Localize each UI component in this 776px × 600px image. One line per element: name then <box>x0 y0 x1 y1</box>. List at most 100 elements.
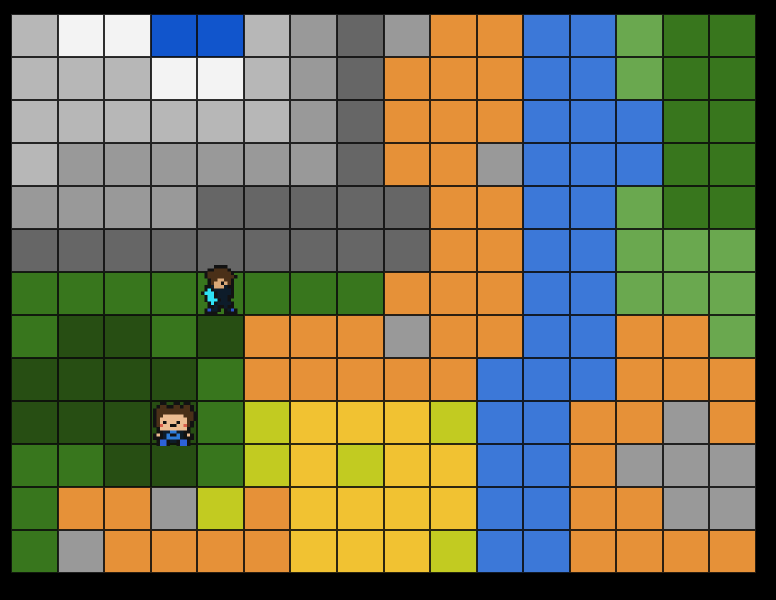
tile-dirt-r7c7[interactable] <box>336 315 384 358</box>
tile-dark-rock-r2c7[interactable] <box>336 100 384 143</box>
tile-rock-r2c6[interactable] <box>290 100 337 143</box>
tile-dirt-r1c8[interactable] <box>383 57 431 100</box>
tile-rock-r0c8[interactable] <box>383 14 431 57</box>
tile-rock-r7c8[interactable] <box>383 315 431 358</box>
tile-rock-r10c15[interactable] <box>709 444 756 487</box>
tile-dirt-r11c12[interactable] <box>569 487 617 530</box>
tile-dark-rock-r1c7[interactable] <box>336 57 384 100</box>
tile-water-r0c11[interactable] <box>523 14 570 57</box>
sprite-hero-happy[interactable] <box>153 402 197 446</box>
tile-water-r7c11[interactable] <box>523 315 570 358</box>
tile-sand-r11c7[interactable] <box>336 487 384 530</box>
tile-moss-r9c5[interactable] <box>243 401 291 444</box>
tile-sand-r11c8[interactable] <box>383 487 431 530</box>
tile-dirt-r12c3[interactable] <box>150 530 198 573</box>
tile-rock-r3c3[interactable] <box>150 143 198 186</box>
tile-light-grass-r6c15[interactable] <box>709 272 756 315</box>
tile-dark-rock-r5c8[interactable] <box>383 229 431 272</box>
tile-water-r8c11[interactable] <box>523 358 570 401</box>
tile-dirt-r3c8[interactable] <box>383 143 431 186</box>
tile-dirt-r12c5[interactable] <box>243 530 291 573</box>
tile-dark-rock-r0c7[interactable] <box>336 14 384 57</box>
tile-grass-r10c0[interactable] <box>11 444 58 487</box>
tile-light-rock-r2c1[interactable] <box>57 100 105 143</box>
tile-light-rock-r2c2[interactable] <box>104 100 151 143</box>
tile-grass-r6c7[interactable] <box>336 272 384 315</box>
tile-moss-r12c9[interactable] <box>430 530 477 573</box>
tile-rock-r4c0[interactable] <box>11 186 58 229</box>
tile-light-rock-r1c5[interactable] <box>243 57 291 100</box>
tile-grass-r3c15[interactable] <box>709 143 756 186</box>
tile-forest-r8c3[interactable] <box>150 358 198 401</box>
tile-rock-r11c14[interactable] <box>662 487 710 530</box>
tile-forest-r9c1[interactable] <box>57 401 105 444</box>
tile-forest-r8c1[interactable] <box>57 358 105 401</box>
tile-water-r9c10[interactable] <box>476 401 524 444</box>
tile-snow-r1c3[interactable] <box>150 57 198 100</box>
tile-snow-r0c2[interactable] <box>104 14 151 57</box>
tile-forest-r10c3[interactable] <box>150 444 198 487</box>
tile-dark-rock-r5c2[interactable] <box>104 229 151 272</box>
tile-water-r8c12[interactable] <box>569 358 617 401</box>
tile-forest-r7c1[interactable] <box>57 315 105 358</box>
tile-water-r11c10[interactable] <box>476 487 524 530</box>
tile-grass-r3c14[interactable] <box>662 143 710 186</box>
tile-rock-r11c3[interactable] <box>150 487 198 530</box>
tile-moss-r9c9[interactable] <box>430 401 477 444</box>
tile-rock-r3c4[interactable] <box>197 143 244 186</box>
tile-light-rock-r2c5[interactable] <box>243 100 291 143</box>
tile-light-rock-r0c0[interactable] <box>11 14 58 57</box>
tile-water-r1c12[interactable] <box>569 57 617 100</box>
tile-dirt-r12c12[interactable] <box>569 530 617 573</box>
tile-rock-r4c3[interactable] <box>150 186 198 229</box>
tile-dirt-r6c10[interactable] <box>476 272 524 315</box>
tile-water-r6c11[interactable] <box>523 272 570 315</box>
tile-forest-r7c2[interactable] <box>104 315 151 358</box>
tile-grass-r10c4[interactable] <box>197 444 244 487</box>
tile-dark-rock-r4c5[interactable] <box>243 186 291 229</box>
tile-light-rock-r0c5[interactable] <box>243 14 291 57</box>
tile-dirt-r5c10[interactable] <box>476 229 524 272</box>
tile-snow-r0c1[interactable] <box>57 14 105 57</box>
tile-light-grass-r5c14[interactable] <box>662 229 710 272</box>
tile-forest-r8c0[interactable] <box>11 358 58 401</box>
tile-rock-r3c5[interactable] <box>243 143 291 186</box>
tile-light-grass-r6c13[interactable] <box>616 272 663 315</box>
tile-dirt-r8c6[interactable] <box>290 358 337 401</box>
tile-dirt-r3c9[interactable] <box>430 143 477 186</box>
tile-rock-r10c13[interactable] <box>616 444 663 487</box>
tile-grass-r0c15[interactable] <box>709 14 756 57</box>
tile-dirt-r12c14[interactable] <box>662 530 710 573</box>
tile-dirt-r6c9[interactable] <box>430 272 477 315</box>
tile-dirt-r7c13[interactable] <box>616 315 663 358</box>
tile-dirt-r7c10[interactable] <box>476 315 524 358</box>
tile-rock-r4c1[interactable] <box>57 186 105 229</box>
tile-grass-r6c2[interactable] <box>104 272 151 315</box>
tile-rock-r1c6[interactable] <box>290 57 337 100</box>
tile-dirt-r10c12[interactable] <box>569 444 617 487</box>
tile-dirt-r0c10[interactable] <box>476 14 524 57</box>
tile-light-rock-r1c1[interactable] <box>57 57 105 100</box>
tile-grass-r6c6[interactable] <box>290 272 337 315</box>
tile-light-grass-r7c15[interactable] <box>709 315 756 358</box>
tile-dirt-r2c9[interactable] <box>430 100 477 143</box>
tile-sand-r9c7[interactable] <box>336 401 384 444</box>
tile-grass-r8c4[interactable] <box>197 358 244 401</box>
tile-water-r3c13[interactable] <box>616 143 663 186</box>
tile-grass-r6c1[interactable] <box>57 272 105 315</box>
tile-forest-r9c2[interactable] <box>104 401 151 444</box>
tile-water-r0c12[interactable] <box>569 14 617 57</box>
tile-sand-r10c6[interactable] <box>290 444 337 487</box>
tile-dirt-r0c9[interactable] <box>430 14 477 57</box>
tile-water-r10c10[interactable] <box>476 444 524 487</box>
tile-sand-r11c6[interactable] <box>290 487 337 530</box>
tile-dirt-r12c15[interactable] <box>709 530 756 573</box>
tile-water-r12c10[interactable] <box>476 530 524 573</box>
tile-dirt-r9c13[interactable] <box>616 401 663 444</box>
tile-light-grass-r5c15[interactable] <box>709 229 756 272</box>
tile-dirt-r11c13[interactable] <box>616 487 663 530</box>
tile-rock-r3c6[interactable] <box>290 143 337 186</box>
tile-water-r2c13[interactable] <box>616 100 663 143</box>
tile-light-rock-r1c2[interactable] <box>104 57 151 100</box>
tile-dirt-r9c15[interactable] <box>709 401 756 444</box>
